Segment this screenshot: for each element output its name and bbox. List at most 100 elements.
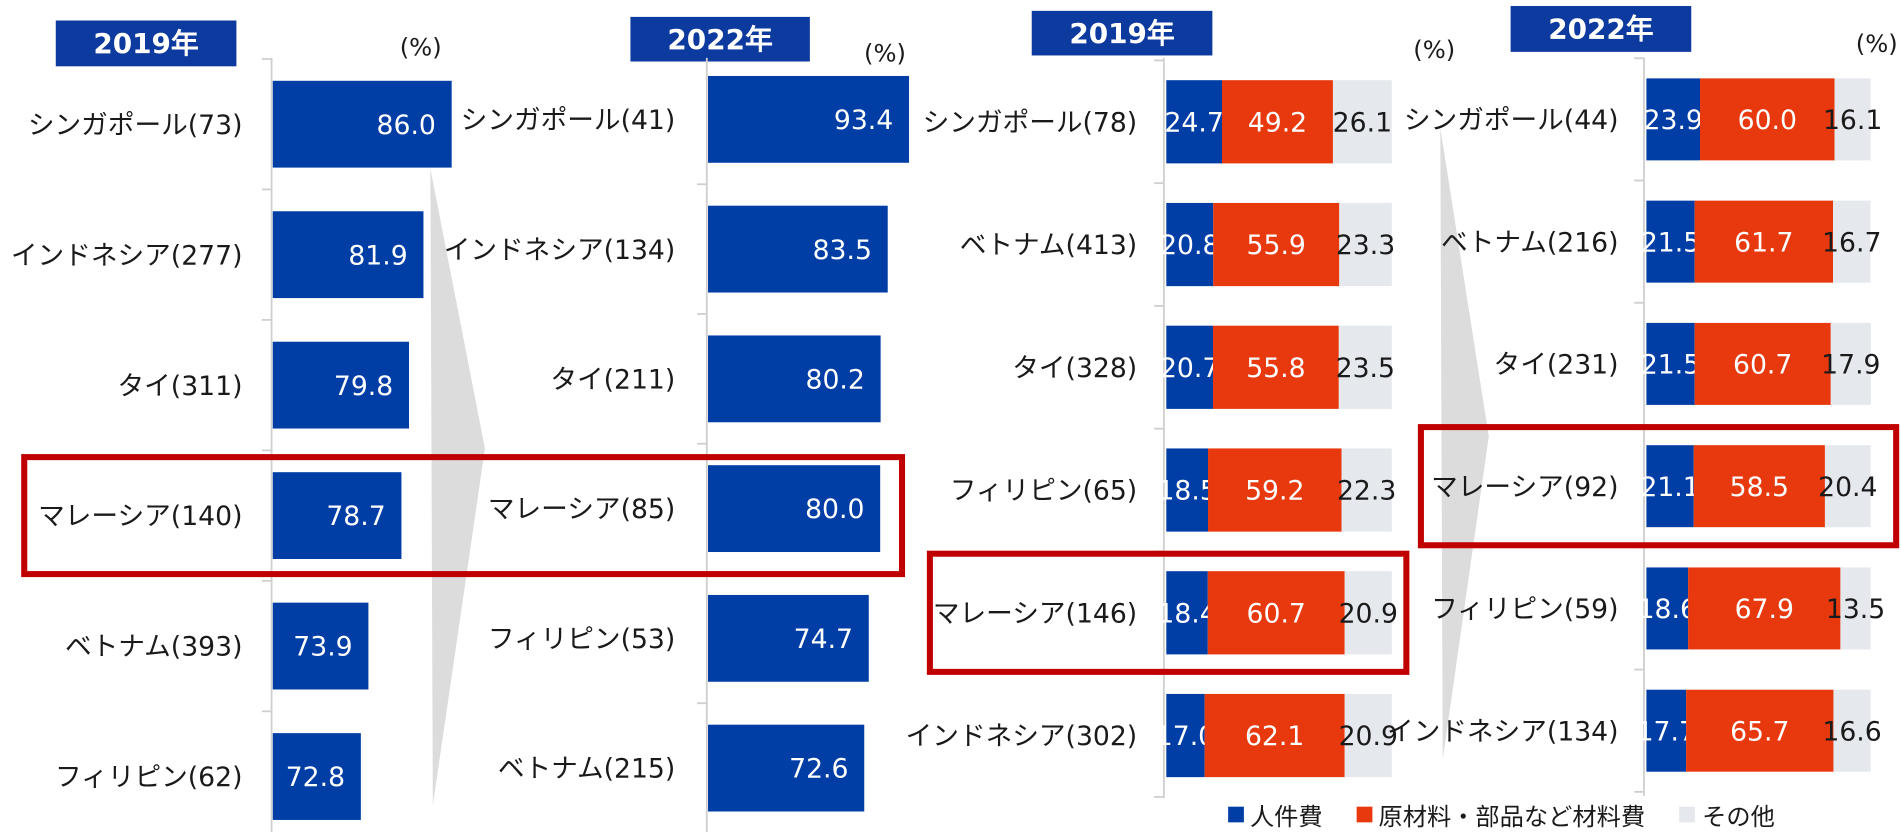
bar	[272, 211, 424, 299]
segment-value-label: 18.5	[1157, 476, 1216, 507]
bar-value-label: 72.8	[286, 762, 345, 793]
category-label: フィリピン(53)	[488, 624, 675, 655]
segment-value-label: 20.9	[1339, 721, 1398, 752]
bar-value-label: 72.6	[789, 754, 848, 785]
highlight-layer	[21, 424, 1900, 675]
bar	[272, 472, 402, 560]
segment-value-label: 26.1	[1333, 107, 1392, 138]
stack-segment-3	[1332, 80, 1392, 164]
chart-layer: 2019年 (%) シンガポール(73) 86.0 インドネシア(277) 81.9 タイ(…	[11, 6, 1898, 832]
segment-value-label: 16.7	[1822, 227, 1881, 258]
segment-value-label: 23.9	[1644, 105, 1703, 136]
category-label: タイ(211)	[550, 365, 675, 396]
stack-segment-3	[1833, 689, 1871, 772]
segment-value-label: 20.7	[1160, 353, 1219, 384]
bar	[708, 205, 888, 293]
category-label: タイ(231)	[1494, 350, 1619, 381]
stack-segment-2	[1688, 567, 1841, 650]
bar-value-label: 81.9	[348, 240, 407, 271]
legend-label-2: 原材料・部品など材料費	[1378, 803, 1645, 831]
stack-segment-3	[1338, 325, 1392, 409]
category-label: マレーシア(146)	[933, 598, 1137, 629]
segment-value-label: 23.5	[1336, 353, 1395, 384]
segment-value-label: 49.2	[1248, 107, 1307, 138]
bar-value-label: 78.7	[326, 501, 385, 532]
bar	[708, 724, 865, 812]
bar-value-label: 74.7	[794, 624, 853, 655]
bar-value-label: 83.5	[813, 235, 872, 266]
stack-segment-2	[1212, 325, 1339, 409]
chart-2: 2022年 (%) シンガポール(41) 93.4 インドネシア(134) 83.5 タイ(…	[444, 16, 910, 832]
arrow-layer	[430, 127, 1489, 806]
legend-swatch-2	[1356, 806, 1373, 823]
bar-value-label: 93.4	[834, 105, 893, 136]
chart-title: 2019年	[1069, 17, 1174, 50]
segment-value-label: 60.7	[1247, 598, 1306, 629]
segment-value-label: 55.8	[1246, 353, 1305, 384]
stack-segment-2	[1208, 448, 1342, 532]
segment-value-label: 17.7	[1637, 716, 1696, 747]
chart-title-box	[1510, 6, 1692, 52]
segment-value-label: 23.3	[1336, 230, 1395, 261]
bar	[272, 602, 369, 690]
segment-value-label: 16.1	[1823, 105, 1882, 136]
stack-segment-3	[1830, 322, 1871, 405]
category-label: タイ(311)	[118, 371, 243, 402]
stack-segment-2	[1204, 693, 1345, 778]
segment-value-label: 58.5	[1730, 472, 1789, 503]
category-label: マレーシア(92)	[1431, 472, 1618, 503]
category-label: タイ(328)	[1012, 353, 1137, 384]
stack-segment-2	[1694, 200, 1834, 283]
category-label: ベトナム(413)	[960, 230, 1137, 261]
category-label: マレーシア(85)	[488, 494, 675, 525]
category-label: シンガポール(73)	[28, 110, 243, 141]
chart-title-box	[55, 20, 237, 67]
stack-segment-3	[1834, 78, 1871, 161]
category-label: インドネシア(302)	[906, 721, 1138, 752]
category-label: インドネシア(277)	[11, 240, 243, 271]
segment-value-label: 65.7	[1730, 716, 1789, 747]
stack-segment-1	[1646, 445, 1694, 528]
legend-label-1: 人件費	[1250, 803, 1323, 831]
chart-title: 2019年	[93, 27, 198, 60]
stack-segment-2	[1700, 78, 1835, 161]
category-label: ベトナム(216)	[1441, 227, 1618, 258]
highlight-box	[1417, 424, 1900, 549]
stack-segment-3	[1344, 693, 1392, 778]
segment-value-label: 21.5	[1641, 350, 1700, 381]
category-label: インドネシア(134)	[444, 235, 676, 266]
stack-segment-3	[1840, 567, 1871, 650]
stack-segment-1	[1166, 325, 1213, 409]
segment-value-label: 62.1	[1245, 721, 1304, 752]
chart-1: 2019年 (%) シンガポール(73) 86.0 インドネシア(277) 81.9 タイ(…	[11, 20, 452, 832]
unit-label: (%)	[400, 34, 442, 62]
stack-segment-2	[1213, 202, 1340, 287]
stack-segment-3	[1344, 571, 1392, 655]
segment-value-label: 61.7	[1734, 227, 1793, 258]
segment-value-label: 20.4	[1818, 472, 1877, 503]
stack-segment-1	[1166, 202, 1214, 287]
segment-value-label: 20.9	[1339, 598, 1398, 629]
unit-label: (%)	[1413, 36, 1455, 64]
category-label: フィリピン(65)	[950, 476, 1137, 507]
category-label: シンガポール(41)	[461, 105, 676, 136]
bar-value-label: 80.0	[805, 494, 864, 525]
bar	[272, 80, 452, 168]
bar	[708, 335, 881, 423]
stack-segment-1	[1646, 322, 1695, 405]
stack-segment-2	[1222, 80, 1333, 164]
stack-segment-1	[1166, 571, 1208, 655]
category-label: フィリピン(62)	[55, 762, 242, 793]
stack-segment-2	[1207, 571, 1345, 655]
segment-value-label: 21.1	[1640, 472, 1699, 503]
category-label: ベトナム(393)	[65, 632, 242, 663]
chart-4: 2022年 (%) シンガポール(44) 23.9 60.0 16.1 ベトナム(216) 2…	[1387, 6, 1898, 796]
category-label: フィリピン(59)	[1431, 594, 1618, 625]
legend-label-3: その他	[1702, 803, 1775, 831]
bar-value-label: 86.0	[377, 110, 436, 141]
bar	[708, 465, 881, 553]
stack-segment-3	[1339, 202, 1392, 287]
segment-value-label: 60.7	[1733, 350, 1792, 381]
